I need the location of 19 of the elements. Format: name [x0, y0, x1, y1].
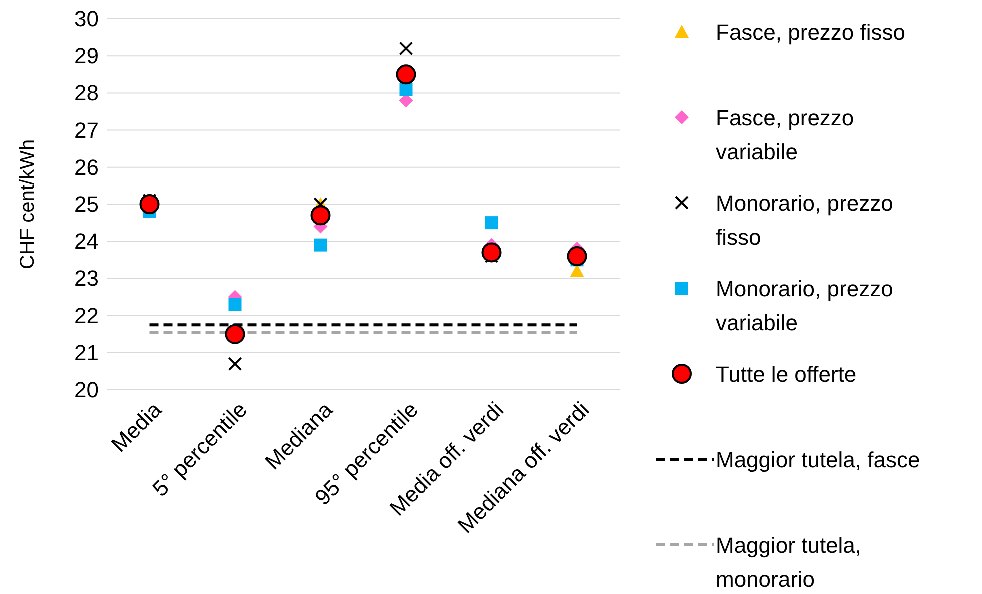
- y-tick-label: 21: [74, 340, 99, 366]
- legend-label: Maggior tutela, fasce: [716, 447, 920, 472]
- y-tick-label: 25: [74, 192, 99, 217]
- y-tick-label: 24: [74, 229, 99, 254]
- legend-label: Monorario, prezzo fisso: [716, 190, 894, 250]
- y-tick-label: 26: [74, 154, 99, 180]
- y-tick-label: 29: [74, 44, 99, 69]
- legend-label: Fasce, prezzo fisso: [716, 20, 906, 44]
- legend-label: Fasce, prezzo variabile: [716, 105, 854, 164]
- legend-label: Tutte le offerte: [716, 362, 857, 386]
- y-tick-label: 27: [74, 118, 99, 143]
- y-tick-label: 20: [74, 378, 99, 402]
- y-tick-label: 23: [74, 266, 99, 292]
- legend-label: Maggior tutela, monorario: [716, 532, 862, 592]
- y-tick-label: 30: [74, 6, 99, 32]
- y-axis-title: CHF cent/kWh: [17, 139, 39, 270]
- legend-label: Monorario, prezzo variabile: [716, 276, 894, 335]
- y-tick-label: 22: [74, 303, 99, 328]
- y-tick-label: 28: [74, 80, 99, 106]
